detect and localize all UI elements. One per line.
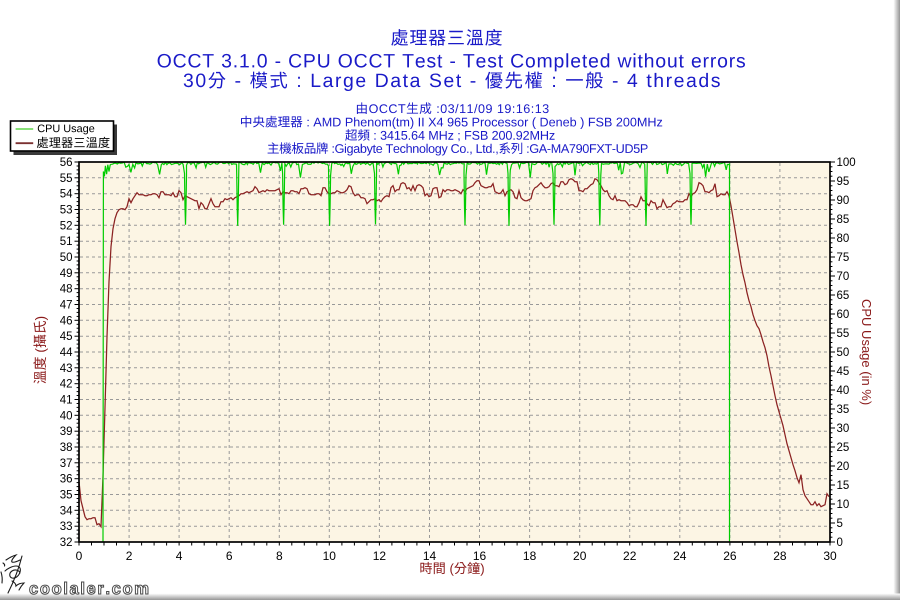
svg-text:16: 16 bbox=[473, 549, 487, 563]
svg-text:49: 49 bbox=[60, 268, 73, 280]
svg-text:10: 10 bbox=[837, 499, 850, 511]
svg-text:26: 26 bbox=[723, 549, 737, 563]
svg-text:90: 90 bbox=[837, 195, 850, 207]
svg-text:55: 55 bbox=[837, 328, 850, 340]
svg-text:35: 35 bbox=[60, 490, 73, 502]
svg-text:22: 22 bbox=[623, 549, 637, 563]
svg-text:50: 50 bbox=[837, 347, 850, 359]
svg-text:28: 28 bbox=[773, 549, 787, 563]
svg-text:48: 48 bbox=[60, 284, 73, 296]
svg-text:0: 0 bbox=[76, 549, 83, 563]
svg-text:10: 10 bbox=[323, 549, 337, 563]
svg-text:8: 8 bbox=[276, 549, 283, 563]
svg-text:45: 45 bbox=[837, 366, 850, 378]
svg-text:56: 56 bbox=[60, 157, 73, 169]
svg-text:24: 24 bbox=[673, 549, 687, 563]
svg-text:33: 33 bbox=[60, 521, 73, 533]
svg-text:37: 37 bbox=[60, 458, 73, 470]
svg-text:42: 42 bbox=[60, 379, 73, 391]
svg-text:52: 52 bbox=[60, 220, 73, 232]
svg-text:25: 25 bbox=[837, 442, 850, 454]
svg-text:70: 70 bbox=[837, 271, 850, 283]
svg-text:38: 38 bbox=[60, 442, 73, 454]
svg-text:100: 100 bbox=[837, 157, 856, 169]
svg-text:50: 50 bbox=[60, 252, 73, 264]
svg-text:41: 41 bbox=[60, 395, 73, 407]
svg-text:0: 0 bbox=[837, 537, 843, 549]
svg-text:65: 65 bbox=[837, 290, 850, 302]
svg-text:36: 36 bbox=[60, 474, 73, 486]
svg-text:46: 46 bbox=[60, 315, 73, 327]
svg-text:32: 32 bbox=[60, 537, 73, 549]
svg-text:47: 47 bbox=[60, 300, 73, 312]
svg-text:CPU Usage (in %): CPU Usage (in %) bbox=[859, 299, 874, 405]
svg-text:75: 75 bbox=[837, 252, 850, 264]
svg-text:60: 60 bbox=[837, 309, 850, 321]
svg-text:20: 20 bbox=[573, 549, 587, 563]
svg-text:40: 40 bbox=[837, 385, 850, 397]
svg-text:55: 55 bbox=[60, 173, 73, 185]
svg-text:85: 85 bbox=[837, 214, 850, 226]
svg-text:95: 95 bbox=[837, 176, 850, 188]
svg-text:2: 2 bbox=[126, 549, 133, 563]
svg-text:44: 44 bbox=[60, 347, 73, 359]
svg-text:6: 6 bbox=[226, 549, 233, 563]
svg-text:45: 45 bbox=[60, 331, 73, 343]
svg-text:39: 39 bbox=[60, 426, 73, 438]
svg-text:4: 4 bbox=[176, 549, 183, 563]
svg-text:20: 20 bbox=[837, 461, 850, 473]
svg-text:40: 40 bbox=[60, 410, 73, 422]
svg-text:14: 14 bbox=[423, 549, 437, 563]
svg-text:80: 80 bbox=[837, 233, 850, 245]
svg-text:5: 5 bbox=[837, 518, 843, 530]
svg-text:30: 30 bbox=[823, 549, 837, 563]
svg-text:51: 51 bbox=[60, 236, 73, 248]
svg-text:53: 53 bbox=[60, 205, 73, 217]
svg-text:18: 18 bbox=[523, 549, 537, 563]
svg-text:30: 30 bbox=[837, 423, 850, 435]
svg-text:15: 15 bbox=[837, 480, 850, 492]
svg-text:34: 34 bbox=[60, 505, 73, 517]
svg-text:35: 35 bbox=[837, 404, 850, 416]
svg-text:43: 43 bbox=[60, 363, 73, 375]
svg-text:54: 54 bbox=[60, 189, 73, 201]
svg-text:12: 12 bbox=[373, 549, 387, 563]
